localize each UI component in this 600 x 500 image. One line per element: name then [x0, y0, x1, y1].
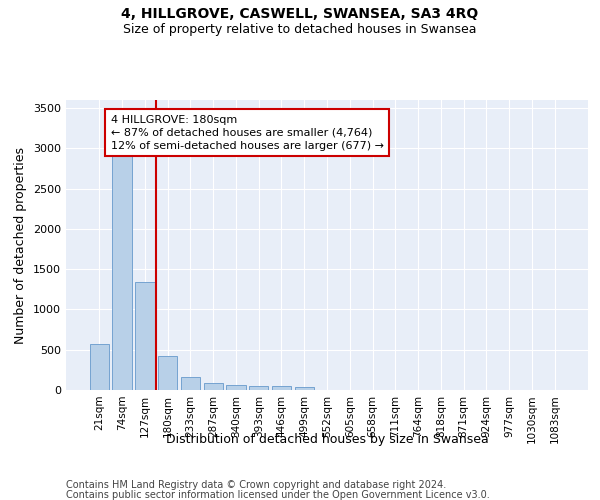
Text: 4, HILLGROVE, CASWELL, SWANSEA, SA3 4RQ: 4, HILLGROVE, CASWELL, SWANSEA, SA3 4RQ [121, 8, 479, 22]
Bar [135, 282, 155, 390]
Text: Contains public sector information licensed under the Open Government Licence v3: Contains public sector information licen… [66, 490, 490, 500]
Bar [112, 156, 132, 390]
Bar [90, 344, 109, 390]
Text: Contains HM Land Registry data © Crown copyright and database right 2024.: Contains HM Land Registry data © Crown c… [66, 480, 446, 490]
Bar [181, 377, 200, 390]
Text: 4 HILLGROVE: 180sqm
← 87% of detached houses are smaller (4,764)
12% of semi-det: 4 HILLGROVE: 180sqm ← 87% of detached ho… [111, 114, 384, 151]
Bar [158, 356, 178, 390]
Bar [226, 385, 245, 390]
Text: Size of property relative to detached houses in Swansea: Size of property relative to detached ho… [123, 22, 477, 36]
Y-axis label: Number of detached properties: Number of detached properties [14, 146, 28, 344]
Bar [249, 386, 268, 390]
Bar [203, 383, 223, 390]
Text: Distribution of detached houses by size in Swansea: Distribution of detached houses by size … [166, 432, 488, 446]
Bar [295, 387, 314, 390]
Bar [272, 386, 291, 390]
